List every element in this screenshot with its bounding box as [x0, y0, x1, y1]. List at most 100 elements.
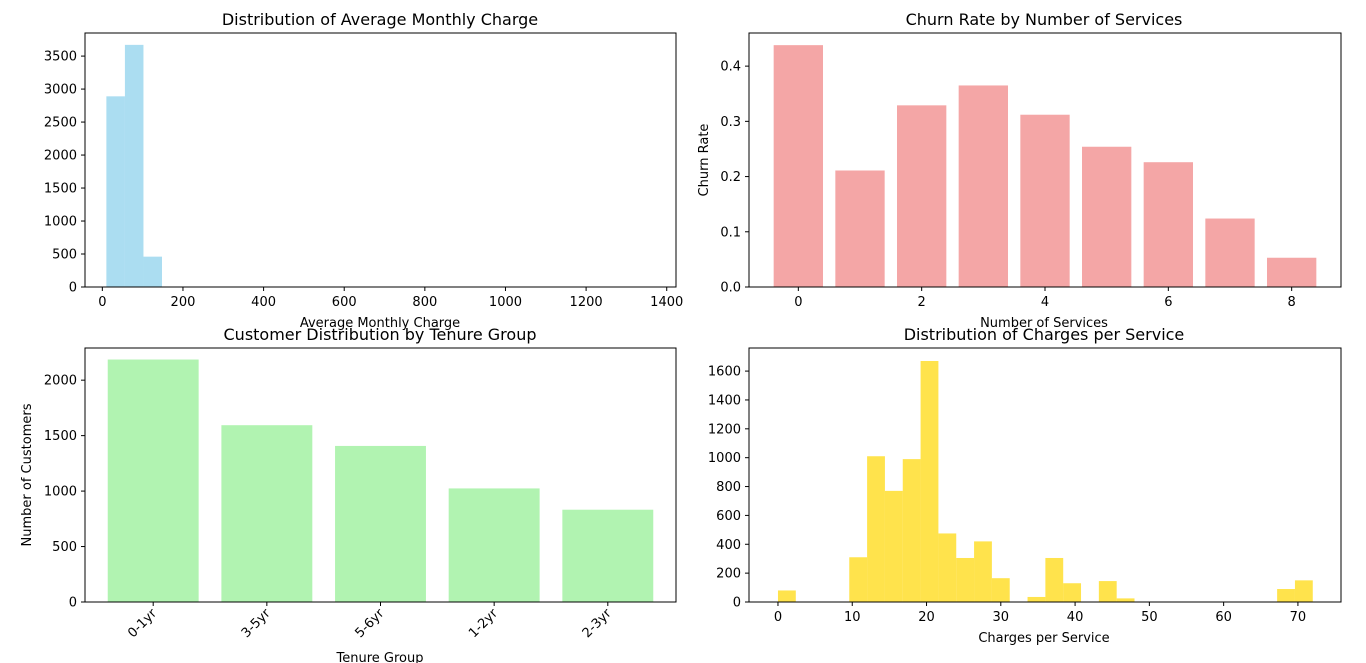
y-tick-label: 0.4: [720, 60, 741, 75]
bar: [107, 359, 199, 602]
charges-per-service-histogram: Distribution of Charges per Service 0 200…: [708, 325, 1342, 646]
chart-title: Distribution of Charges per Service: [904, 325, 1185, 344]
plot-frame: [84, 347, 677, 603]
y-tick-label: 1200: [708, 422, 741, 437]
y-tick-label: 0.1: [720, 225, 741, 240]
y-axis-label: Churn Rate: [697, 124, 712, 197]
plot-frame: [84, 32, 677, 288]
x-tick-label: 200: [171, 295, 196, 310]
y-tick-label: 0: [69, 596, 77, 611]
bar: [958, 85, 1008, 288]
x-tick-label: 0: [98, 295, 106, 310]
x-tick-label: 8: [1288, 295, 1296, 310]
x-axis-label: Average Monthly Charge: [300, 316, 460, 331]
histogram-bin: [974, 541, 992, 602]
bar: [335, 445, 426, 602]
histogram-bin: [1027, 596, 1046, 602]
histogram-bin: [867, 456, 885, 602]
churn-rate-bar-chart: Churn Rate by Number of Services 0.0 0.1 0…: [697, 10, 1342, 331]
x-tick-label: 30: [993, 610, 1010, 625]
y-axis-label: Number of Customers: [20, 403, 35, 546]
x-tick-label: 1000: [489, 295, 522, 310]
histogram-bin: [1063, 583, 1082, 602]
bar: [562, 509, 654, 602]
histogram-bin: [777, 590, 796, 602]
histogram-bin: [902, 459, 921, 602]
y-tick-label: 200: [716, 567, 741, 582]
x-tick-label: 6: [1164, 295, 1172, 310]
x-tick-label: 2: [918, 295, 926, 310]
y-tick-label: 3500: [44, 50, 77, 65]
bar: [1267, 257, 1317, 287]
x-tick-label: 60: [1215, 610, 1232, 625]
x-tick-label: 0-1yr: [125, 606, 160, 641]
histogram-bin: [1098, 581, 1117, 602]
plot-frame: [748, 32, 1342, 288]
y-tick-label: 1000: [44, 485, 77, 500]
y-tick-label: 1600: [708, 365, 741, 380]
y-tick-label: 0.2: [720, 170, 741, 185]
x-tick-label: 600: [332, 295, 357, 310]
x-tick-label: 1-2yr: [466, 606, 501, 641]
x-tick-label: 400: [251, 295, 276, 310]
bar: [773, 45, 823, 287]
chart-title: Churn Rate by Number of Services: [906, 10, 1183, 29]
histogram-bin: [884, 490, 903, 602]
x-tick-label: 50: [1141, 610, 1158, 625]
x-axis-label: Tenure Group: [336, 651, 424, 663]
histogram-bin: [849, 557, 868, 602]
x-tick-label: 2-3yr: [580, 606, 615, 641]
y-tick-label: 1500: [44, 182, 77, 197]
y-tick-label: 2000: [44, 374, 77, 389]
histogram-bin: [1116, 598, 1135, 602]
x-tick-label: 1400: [650, 295, 683, 310]
histogram-bin: [920, 360, 939, 602]
x-tick-label: 1200: [570, 295, 603, 310]
histogram-bin: [1045, 557, 1064, 602]
x-tick-label: 800: [412, 295, 437, 310]
x-tick-label: 0: [774, 610, 782, 625]
chart-title: Customer Distribution by Tenure Group: [224, 325, 537, 344]
histogram-bin: [143, 256, 162, 287]
bar: [835, 170, 885, 287]
x-tick-label: 10: [844, 610, 861, 625]
y-tick-label: 1500: [44, 429, 77, 444]
histogram-bin: [991, 578, 1010, 602]
x-tick-label: 4: [1041, 295, 1049, 310]
y-tick-label: 2500: [44, 116, 77, 131]
y-tick-label: 1000: [44, 215, 77, 230]
x-tick-label: 3-5yr: [239, 606, 274, 641]
x-tick-label: 40: [1067, 610, 1084, 625]
y-tick-label: 1000: [708, 451, 741, 466]
plot-frame: [748, 347, 1342, 603]
y-tick-label: 0.0: [720, 281, 741, 296]
y-tick-label: 0.3: [720, 115, 741, 130]
chart-title: Distribution of Average Monthly Charge: [222, 10, 538, 29]
histogram-bin: [124, 44, 144, 288]
x-tick-label: 0: [794, 295, 802, 310]
histogram-bin: [106, 96, 125, 287]
y-tick-label: 500: [52, 540, 77, 555]
y-tick-label: 800: [716, 480, 741, 495]
x-tick-label: 70: [1290, 610, 1307, 625]
y-tick-label: 0: [69, 281, 77, 296]
y-tick-label: 3000: [44, 83, 77, 98]
bar: [1205, 218, 1255, 287]
y-tick-label: 1400: [708, 393, 741, 408]
x-axis-label: Charges per Service: [978, 631, 1109, 646]
histogram-bin: [938, 533, 957, 602]
x-tick-label: 5-6yr: [352, 606, 387, 641]
histogram-bin: [1294, 580, 1313, 602]
tenure-group-bar-chart: Customer Distribution by Tenure Group 0 5…: [20, 325, 677, 663]
y-tick-label: 400: [716, 538, 741, 553]
y-tick-label: 600: [716, 509, 741, 524]
bar: [1143, 162, 1193, 287]
bar: [1020, 114, 1070, 287]
histogram-bin: [1277, 589, 1295, 602]
bar: [897, 105, 947, 288]
y-tick-label: 0: [733, 596, 741, 611]
bar: [1082, 146, 1132, 287]
y-tick-label: 2000: [44, 149, 77, 164]
y-tick-label: 500: [52, 248, 77, 263]
